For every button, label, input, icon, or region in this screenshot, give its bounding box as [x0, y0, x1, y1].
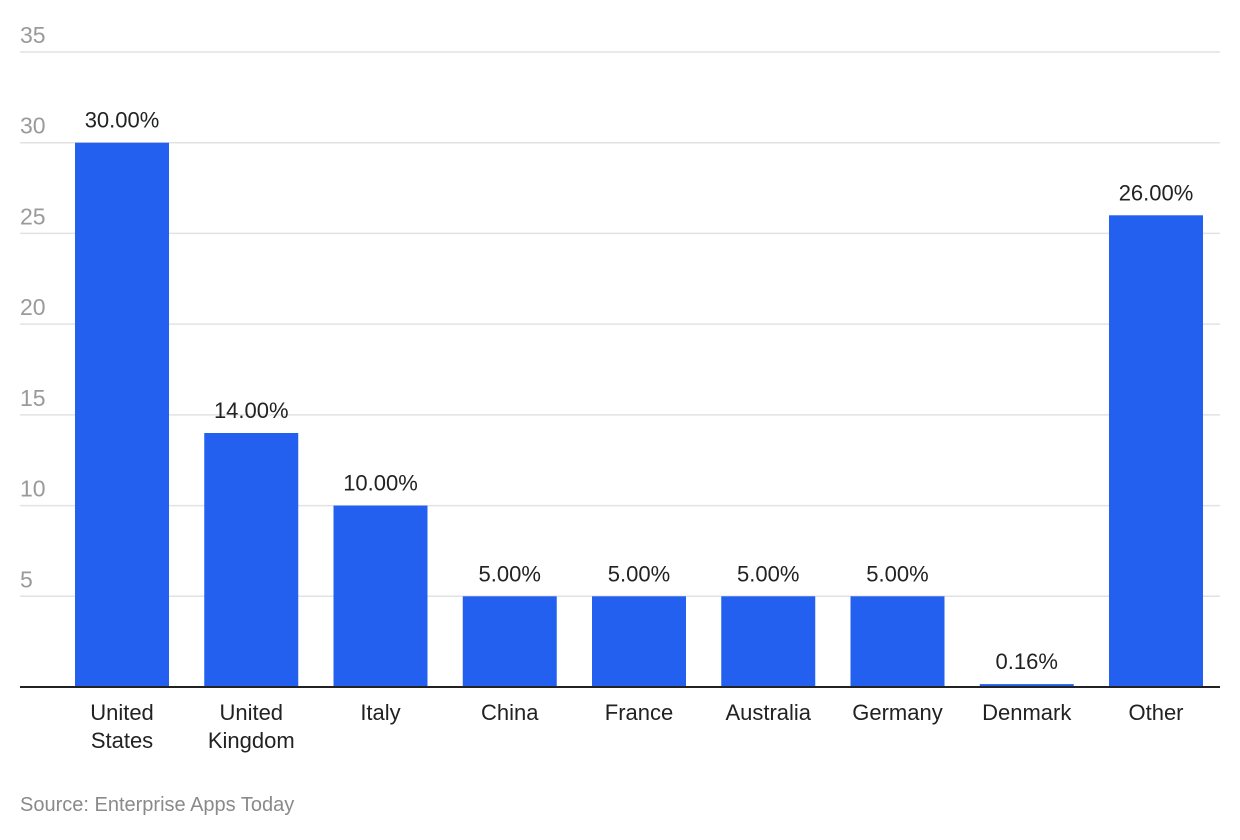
y-tick-label: 5 — [20, 566, 33, 592]
data-label: 0.16% — [996, 649, 1058, 674]
data-label: 30.00% — [85, 108, 160, 133]
source-note: Source: Enterprise Apps Today — [20, 794, 295, 816]
data-label: 5.00% — [608, 561, 670, 586]
x-tick-label-line: Kingdom — [208, 728, 295, 753]
x-tick-label-line: States — [91, 728, 153, 753]
y-tick-label: 10 — [20, 476, 46, 502]
x-tick-label-line: Other — [1128, 700, 1183, 725]
bar — [333, 505, 428, 687]
value-labels: 30.00% 14.00% 10.00% 5.00% 5.00% 5.00% 5.00% 0.… — [85, 108, 1194, 674]
grid-lines — [20, 51, 1220, 598]
x-tick-label: United States — [90, 700, 154, 753]
data-label: 5.00% — [479, 561, 541, 586]
x-tick-label: China — [481, 700, 539, 725]
y-tick-label: 30 — [20, 113, 46, 139]
bar — [462, 596, 557, 687]
data-label: 26.00% — [1119, 180, 1194, 205]
bars — [75, 142, 1203, 688]
bar — [979, 684, 1074, 687]
y-axis-ticks: 5 10 15 20 25 30 35 — [20, 22, 46, 592]
data-label: 10.00% — [343, 471, 418, 496]
x-tick-label: Italy — [360, 700, 400, 725]
bar — [204, 433, 299, 687]
bar — [75, 142, 169, 687]
data-label: 14.00% — [214, 398, 289, 423]
y-tick-label: 35 — [20, 22, 46, 48]
bar — [850, 596, 945, 687]
x-tick-label-line: Germany — [852, 700, 942, 725]
x-tick-label-line: Australia — [725, 700, 811, 725]
x-tick-label-line: United — [219, 700, 283, 725]
x-tick-label-line: United — [90, 700, 154, 725]
x-tick-label: Australia — [725, 700, 811, 725]
x-tick-label: Denmark — [982, 700, 1072, 725]
bar — [1109, 215, 1203, 688]
x-tick-label: United Kingdom — [208, 700, 295, 753]
bar — [721, 596, 816, 687]
bar — [592, 596, 686, 687]
data-label: 5.00% — [737, 561, 799, 586]
x-tick-label: France — [605, 700, 673, 725]
y-tick-label: 20 — [20, 294, 46, 320]
x-tick-label-line: Denmark — [982, 700, 1072, 725]
y-tick-label: 25 — [20, 203, 46, 229]
x-tick-label-line: China — [481, 700, 539, 725]
x-tick-label: Germany — [852, 700, 942, 725]
data-label: 5.00% — [866, 561, 928, 586]
x-tick-label-line: France — [605, 700, 673, 725]
category-labels: United States United Kingdom Italy China Franc… — [90, 700, 1183, 753]
x-tick-label: Other — [1128, 700, 1183, 725]
y-tick-label: 15 — [20, 385, 46, 411]
x-tick-label-line: Italy — [360, 700, 400, 725]
